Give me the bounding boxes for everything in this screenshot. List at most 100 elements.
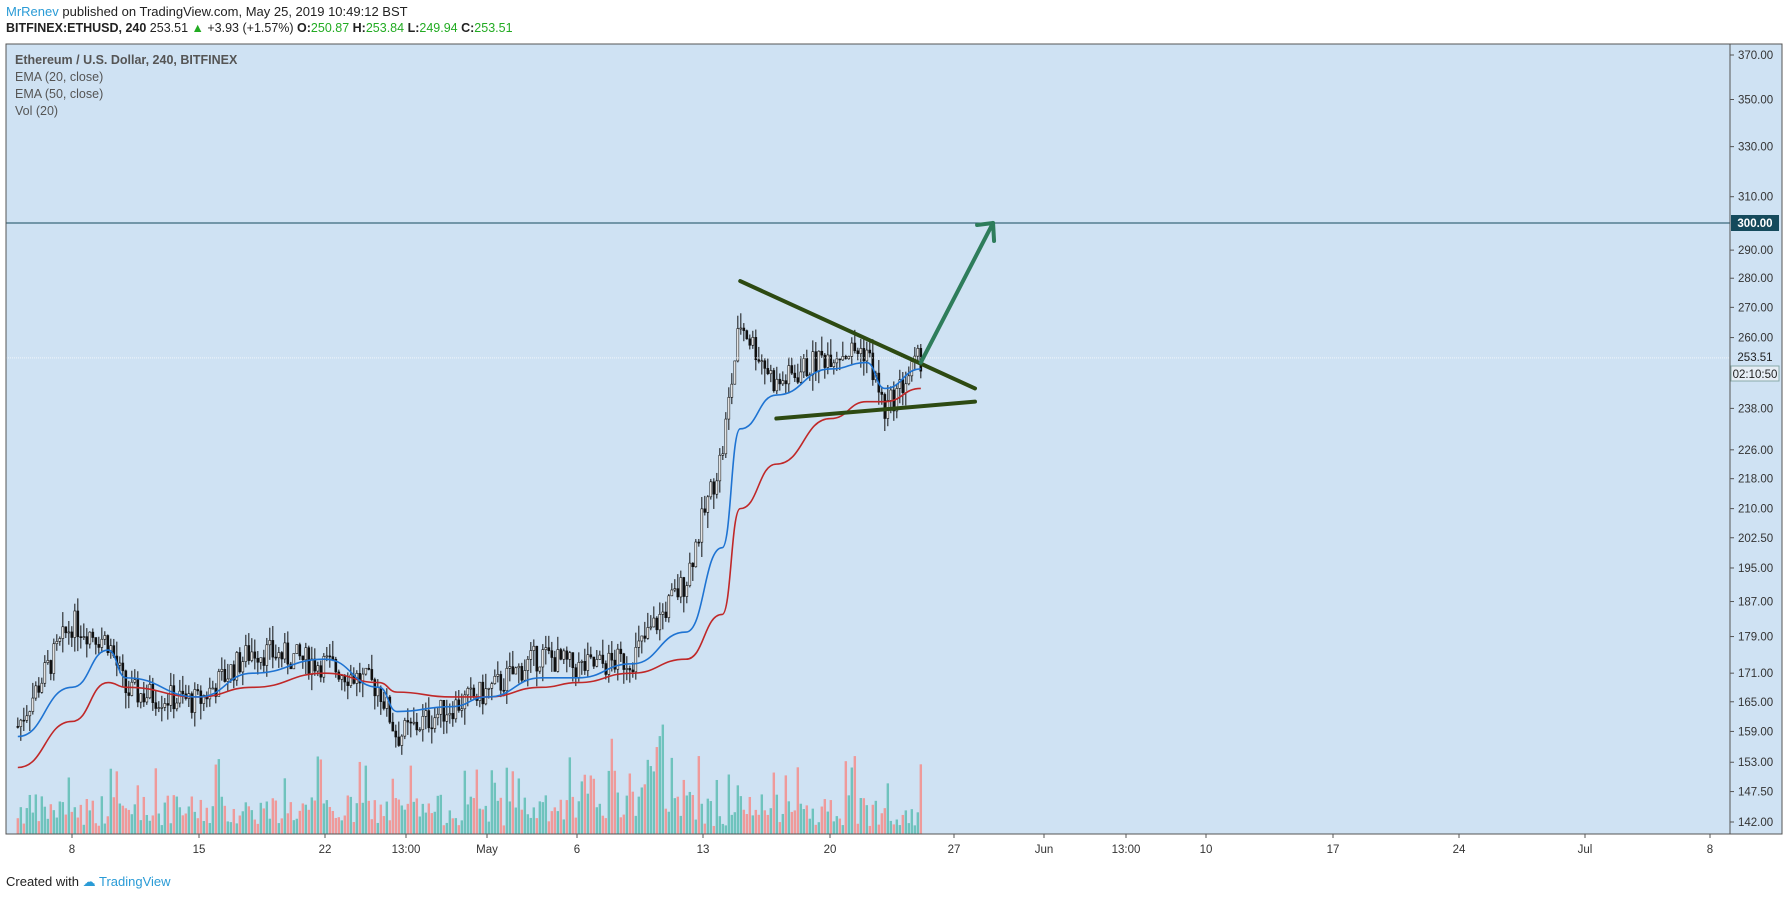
- triangle-upper-trendline[interactable]: [738, 279, 977, 391]
- candle-body: [190, 693, 194, 713]
- legend-ema50[interactable]: EMA (50, close): [15, 87, 104, 101]
- volume-bar: [226, 821, 230, 834]
- candle-body: [565, 650, 569, 660]
- volume-bar: [865, 805, 869, 834]
- candle-body: [487, 687, 491, 690]
- candle-body: [463, 694, 467, 710]
- candle-body: [358, 673, 362, 684]
- candle-body: [43, 662, 47, 684]
- volume-bar: [583, 774, 587, 834]
- candle-body: [568, 652, 572, 660]
- legend-vol[interactable]: Vol (20): [15, 104, 59, 118]
- candle-body: [526, 658, 530, 671]
- candle-body: [430, 727, 434, 730]
- x-tick-label: 22: [319, 844, 332, 856]
- volume-bar: [418, 816, 422, 834]
- volume-bar: [58, 801, 62, 834]
- candle-body: [250, 651, 254, 661]
- candle-body: [667, 595, 671, 618]
- candle-body: [757, 359, 761, 362]
- candle-body: [658, 614, 662, 631]
- volume-bar: [685, 795, 689, 834]
- high-value: 253.84: [365, 21, 405, 35]
- volume-bar: [436, 795, 440, 834]
- volume-bar: [373, 800, 377, 834]
- x-tick-label: 13:00: [392, 844, 421, 856]
- candle-body: [550, 650, 554, 658]
- volume-bar: [385, 801, 389, 834]
- candle-body: [334, 658, 338, 673]
- volume-bar: [325, 800, 329, 834]
- volume-bar: [754, 809, 758, 834]
- candle-body: [148, 683, 152, 699]
- volume-bar: [424, 812, 428, 834]
- breakout-arrow-icon[interactable]: [918, 220, 997, 365]
- volume-bar: [712, 825, 716, 834]
- price-axis[interactable]: 370.00 350.00 330.00 310.00 290.00 280.00 270.…: [1730, 50, 1773, 829]
- volume-bar: [607, 770, 611, 834]
- volume-bar: [181, 815, 185, 834]
- candle-body: [748, 338, 752, 346]
- candle-body: [91, 631, 95, 638]
- candle-body: [673, 588, 677, 591]
- candle-body: [55, 641, 59, 645]
- candle-body: [832, 362, 836, 367]
- candle-body: [469, 687, 473, 690]
- volume-bar: [781, 813, 785, 834]
- candle-body: [370, 669, 374, 680]
- last-price: 253.51: [149, 21, 189, 35]
- candle-body: [619, 648, 623, 655]
- candle-body: [523, 670, 527, 681]
- volume-bar: [142, 796, 146, 834]
- legend-title[interactable]: Ethereum / U.S. Dollar, 240, BITFINEX: [15, 53, 238, 67]
- volume-bar: [556, 811, 560, 834]
- volume-bar: [829, 800, 833, 834]
- legend-ema20[interactable]: EMA (20, close): [15, 70, 104, 84]
- candle-body: [304, 647, 308, 661]
- volume-bar: [646, 759, 650, 834]
- y-tick-label: 280.00: [1738, 273, 1773, 285]
- candle-body: [838, 358, 842, 361]
- author-link[interactable]: MrRenev: [6, 4, 59, 19]
- candle-body: [901, 379, 905, 393]
- candle-body: [244, 645, 248, 662]
- volume-bar: [526, 814, 530, 834]
- volume-bar: [136, 785, 140, 834]
- candle-body: [256, 657, 260, 663]
- tradingview-logo-icon: ☁: [82, 874, 96, 889]
- volume-bar: [406, 803, 410, 834]
- candle-body: [127, 692, 131, 696]
- plot-background[interactable]: [6, 44, 1730, 834]
- candle-body: [625, 668, 629, 670]
- volume-bar: [676, 796, 680, 834]
- candle-body: [472, 687, 476, 698]
- volume-bar: [196, 818, 200, 834]
- candle-body: [880, 391, 884, 395]
- countdown-badge: 02:10:50: [1730, 365, 1780, 382]
- volume-bar: [28, 794, 32, 834]
- price-axis-background[interactable]: [1730, 44, 1782, 834]
- volume-bar: [313, 800, 317, 834]
- time-axis[interactable]: 8 15 22 13:00 May 6 13 20 27 Jun 13:00 10 17 24 Jul 8: [69, 834, 1713, 856]
- volume-bar: [64, 814, 68, 834]
- triangle-lower-trendline[interactable]: [774, 399, 977, 421]
- volume-bar: [427, 803, 431, 834]
- volume-bar: [667, 811, 671, 834]
- candle-body: [817, 350, 821, 372]
- volume-bar: [145, 814, 149, 834]
- x-tick-label: Jun: [1035, 844, 1054, 856]
- volume-bar: [778, 822, 782, 834]
- candle-body: [160, 707, 164, 709]
- candle-body: [643, 635, 647, 639]
- candle-body: [409, 721, 413, 724]
- tradingview-link[interactable]: TradingView: [99, 874, 171, 889]
- candle-body: [253, 651, 257, 659]
- volume-bar: [613, 770, 617, 834]
- volume-bar: [292, 820, 296, 834]
- candle-body: [325, 655, 329, 658]
- time-axis-background[interactable]: [6, 834, 1782, 864]
- volume-bar: [550, 811, 554, 834]
- volume-bar: [601, 815, 605, 834]
- volume-bar: [253, 819, 257, 834]
